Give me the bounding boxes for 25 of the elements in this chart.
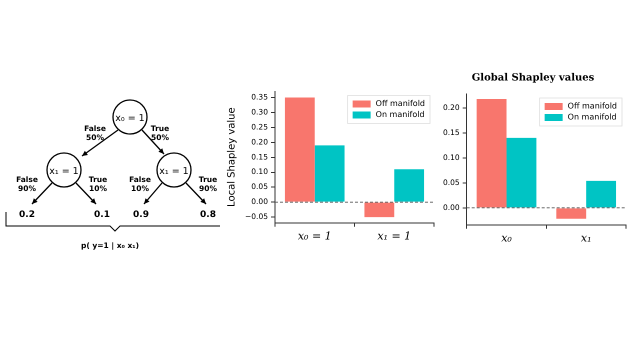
chart-title: Global Shapley values <box>472 72 595 84</box>
bar <box>556 208 586 219</box>
bar <box>284 97 315 202</box>
x-tick-label: x₀ = 1 <box>298 229 332 242</box>
bar <box>476 98 507 208</box>
bar <box>394 169 424 202</box>
bar <box>586 180 616 208</box>
text: x₁ = 1 <box>49 166 79 177</box>
text: x₁ = 1 <box>159 166 189 177</box>
y-axis-title: Local Shapley value <box>226 107 238 207</box>
bar <box>314 145 345 202</box>
legend-label: On manifold <box>376 110 425 120</box>
legend-label: On manifold <box>568 112 617 122</box>
text: x₀ = 1 <box>115 113 145 124</box>
legend-label: Off manifold <box>568 102 618 111</box>
text: 0.9 <box>133 210 149 220</box>
text: 0.8 <box>200 210 216 220</box>
x-tick-label: x₁ = 1 <box>377 229 412 242</box>
text: 0.2 <box>19 210 35 220</box>
bar <box>506 138 536 208</box>
bar <box>364 202 394 218</box>
x-tick-label: x₁ <box>580 231 592 244</box>
legend-label: Off manifold <box>376 99 426 108</box>
text: 0.1 <box>94 210 110 220</box>
x-tick-label: x₀ <box>501 231 512 244</box>
